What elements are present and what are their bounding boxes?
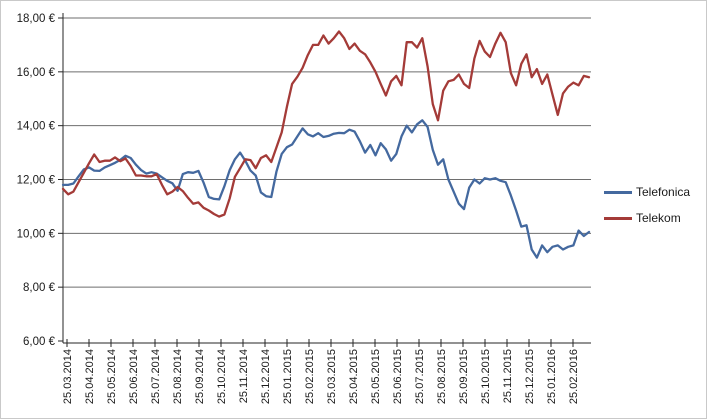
chart-legend: Telefonica Telekom <box>604 184 690 226</box>
x-tick-label: 25.11.2015 <box>502 349 514 403</box>
x-tick-label: 25.06.2015 <box>392 349 404 404</box>
x-tick-label: 25.05.2015 <box>370 349 382 404</box>
y-tick-label: 18,00 € <box>17 13 56 25</box>
x-tick-label: 25.08.2014 <box>172 349 184 404</box>
x-tick-label: 25.05.2014 <box>106 349 118 404</box>
legend-item-telefonica[interactable]: Telefonica <box>604 184 690 200</box>
telekom-series-line <box>61 30 591 218</box>
x-tick-label: 25.07.2015 <box>414 349 426 404</box>
x-tick-label: 25.11.2014 <box>238 349 250 403</box>
x-tick-label: 25.10.2014 <box>216 349 228 404</box>
legend-label-telekom: Telekom <box>636 211 681 225</box>
x-tick-label: 25.08.2015 <box>436 349 448 404</box>
telekom-line-sample <box>604 216 632 220</box>
telefonica-line-sample <box>604 190 632 194</box>
y-tick-label: 10,00 € <box>17 228 56 240</box>
y-tick-label: 14,00 € <box>17 121 56 133</box>
legend-item-telekom[interactable]: Telekom <box>604 210 690 226</box>
x-tick-label: 25.07.2014 <box>150 349 162 404</box>
telefonica-series-line <box>61 119 591 259</box>
x-tick-label: 25.03.2014 <box>62 349 74 404</box>
x-tick-label: 25.02.2015 <box>304 349 316 404</box>
y-tick-label: 8,00 € <box>23 282 56 294</box>
x-tick-label: 25.12.2014 <box>260 349 272 404</box>
y-tick-label: 12,00 € <box>17 175 56 187</box>
x-tick-label: 25.01.2015 <box>282 349 294 404</box>
x-tick-label: 25.09.2014 <box>194 349 206 404</box>
x-tick-label: 25.03.2015 <box>326 349 338 404</box>
y-tick-label: 16,00 € <box>17 67 56 79</box>
x-tick-label: 25.04.2014 <box>84 349 96 404</box>
x-tick-label: 25.06.2014 <box>128 349 140 404</box>
x-tick-label: 25.12.2015 <box>524 349 536 404</box>
x-tick-label: 25.02.2016 <box>568 349 580 404</box>
legend-label-telefonica: Telefonica <box>636 185 691 199</box>
x-tick-label: 25.01.2016 <box>546 349 558 404</box>
x-tick-label: 25.09.2015 <box>458 349 470 404</box>
x-tick-label: 25.04.2015 <box>348 349 360 404</box>
x-tick-label: 25.10.2015 <box>480 349 492 404</box>
y-tick-label: 6,00 € <box>23 336 56 348</box>
